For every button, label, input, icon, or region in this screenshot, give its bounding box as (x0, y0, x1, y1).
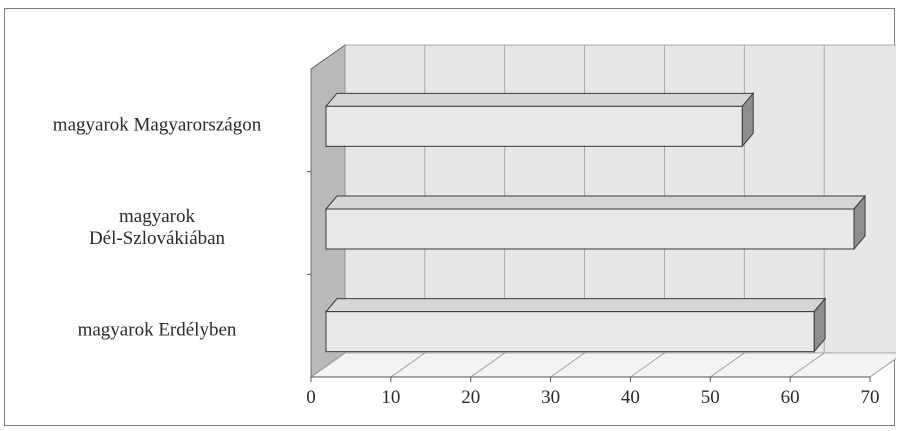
category-label: magyarok Erdélyben (78, 320, 237, 341)
floor-gridline (310, 352, 346, 378)
x-tick-label: 0 (306, 387, 316, 408)
bar (325, 311, 815, 353)
bar (325, 208, 855, 250)
category-label: magyarok Magyarországon (53, 114, 262, 135)
floor (309, 352, 896, 378)
x-tick-label: 30 (541, 387, 560, 408)
bar-chart: 0 10 20 30 40 50 60 70 magyarok Magyarországon ma… (53, 44, 896, 408)
chart-frame: 0 10 20 30 40 50 60 70 magyarok Magyarországon ma… (4, 8, 896, 426)
bar-top-face (324, 92, 755, 107)
x-tick-label: 70 (861, 387, 880, 408)
category-label: Dél-Szlovákiában (89, 228, 226, 249)
bar (325, 105, 743, 147)
floor-gridline (869, 358, 896, 378)
floor-gridline (630, 352, 665, 378)
floor-gridline (789, 352, 825, 378)
floor-gridline (470, 352, 505, 378)
x-tick-label: 10 (381, 387, 400, 408)
x-tick-label: 40 (621, 387, 640, 408)
x-tick-label: 60 (781, 387, 800, 408)
floor-gridline (550, 352, 585, 378)
floor-gridline (710, 352, 745, 378)
x-tick-label: 50 (701, 387, 720, 408)
category-label: magyarok (119, 206, 195, 227)
bar-top-face (324, 298, 827, 313)
x-tick-label: 20 (461, 387, 480, 408)
bar-top-face (324, 195, 867, 210)
floor-gridline (390, 352, 426, 378)
